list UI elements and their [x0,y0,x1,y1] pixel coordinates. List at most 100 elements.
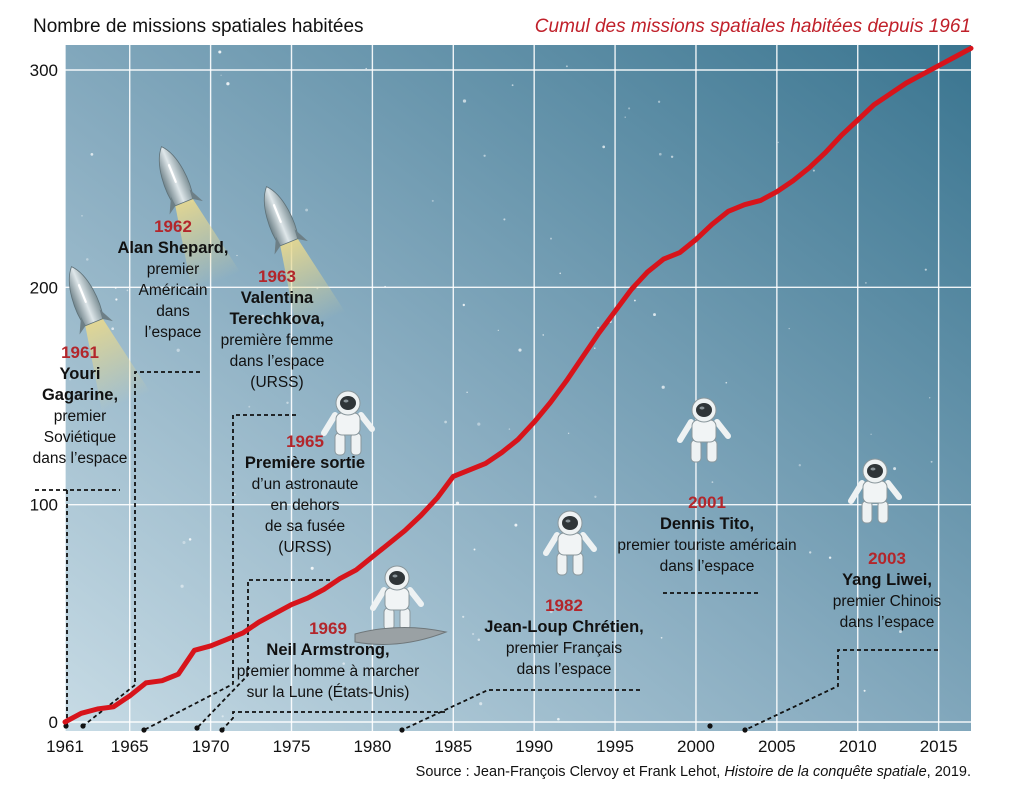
star-dot [594,347,596,349]
y-tick-label: 200 [30,278,58,297]
star-dot [462,303,465,307]
x-tick-label: 2015 [920,737,958,756]
annotation-text: premier [147,261,200,278]
annotation-name: Jean-Loup Chrétien, [484,618,644,636]
star-dot [899,630,902,634]
star-dot [711,481,714,483]
star-dot [565,65,568,68]
star-dot [226,82,230,86]
rocket-icon [68,266,151,412]
annotation-text: (URSS) [278,539,331,556]
annotation-year: 2001 [688,493,726,512]
star-dot [549,610,553,614]
star-dot [479,702,483,706]
leader-arrowhead [707,723,713,729]
star-dot [176,348,180,352]
star-dot [218,50,222,54]
star-dot [365,67,367,70]
star-dot [870,433,872,435]
illustrations [68,146,902,645]
y-tick-label: 100 [30,496,58,515]
series-line-cumulative-missions [62,45,974,725]
annotation-text: dans l’espace [660,558,755,575]
star-dot [483,154,486,157]
star-dot [658,152,662,156]
source-title: Histoire de la conquête spatiale [724,764,926,780]
star-dot [542,334,544,336]
annotation-text: Soviétique [44,429,116,446]
star-dot [462,99,467,103]
stars-decoration [69,50,933,721]
star-dot [477,422,481,426]
star-dot [431,199,434,202]
star-dot [602,145,606,149]
x-tick-label: 1990 [515,737,553,756]
star-dot [111,327,115,331]
annotation-year: 1962 [154,217,192,236]
star-dot [472,632,475,636]
annotation-2001: 2001 Dennis Tito, premier touriste américa… [617,493,796,575]
annotation-year: 1965 [286,432,324,451]
annotation-text: premier Français [506,640,623,657]
star-dot [929,397,931,399]
annotation-text: en dehors [271,497,340,514]
annotation-text: l’espace [145,324,202,341]
x-tick-label: 1961 [46,737,84,756]
annotation-year: 1982 [545,596,583,615]
star-dot [518,348,522,352]
leader-arrowhead [399,727,405,733]
annotation-2003: 2003 Yang Liwei, premier Chinois dans l’esp… [833,549,942,631]
leader-arrowhead [141,727,147,733]
star-dot [594,495,597,498]
star-dot [567,432,570,435]
annotation-year: 1961 [61,343,99,362]
x-axis-tick-labels: 1961 1965 1970 1975 1980 1985 1990 1995 2000 2005… [46,737,957,756]
annotation-year: 1963 [258,267,296,286]
x-tick-label: 2010 [839,737,877,756]
y-axis-tick-labels: 0 100 200 300 [30,61,58,732]
annotation-year: 1969 [309,619,347,638]
star-dot [559,272,561,275]
x-tick-label: 1975 [273,737,311,756]
star-dot [466,391,468,393]
star-dot [182,540,186,545]
annotation-1963: 1963 Valentina Terechkova, première femme da… [221,267,334,391]
star-dot [282,646,285,649]
star-dot [86,258,89,261]
annotation-text: premier [54,408,107,425]
annotation-year: 2003 [868,549,906,568]
annotation-text: d’un astronaute [252,476,359,493]
star-dot [233,493,236,496]
leader-arrowhead [80,723,86,729]
star-dot [514,523,518,527]
annotation-name: Yang Liwei, [842,571,932,589]
x-tick-label: 2000 [677,737,715,756]
annotation-name: Terechkova, [229,310,324,328]
annotation-text: dans l’espace [230,353,325,370]
star-dot [69,378,72,381]
star-dot [477,638,481,641]
annotation-1961: 1961 Youri Gagarine, premier Soviétique dans … [33,343,128,467]
x-tick-label: 2005 [758,737,796,756]
y-axis-label: Nombre de missions spatiales habitées [33,16,364,37]
annotation-name: Neil Armstrong, [266,641,389,659]
leader-arrowhead [194,725,200,731]
y-tick-label: 300 [30,61,58,80]
star-dot [444,420,447,424]
star-dot [508,428,511,430]
star-dot [809,551,812,554]
source-suffix: , 2019. [927,764,971,780]
star-dot [863,689,866,692]
astronaut-icon [321,390,375,456]
star-dot [308,695,310,698]
star-dot [661,385,665,389]
star-dot [725,381,728,384]
leader-arrowhead [742,727,748,733]
annotation-name: Dennis Tito, [660,515,754,533]
annotation-text: Américain [139,282,208,299]
star-dot [930,460,933,463]
star-dot [624,116,626,118]
star-dot [462,615,465,618]
star-dot [305,208,309,212]
